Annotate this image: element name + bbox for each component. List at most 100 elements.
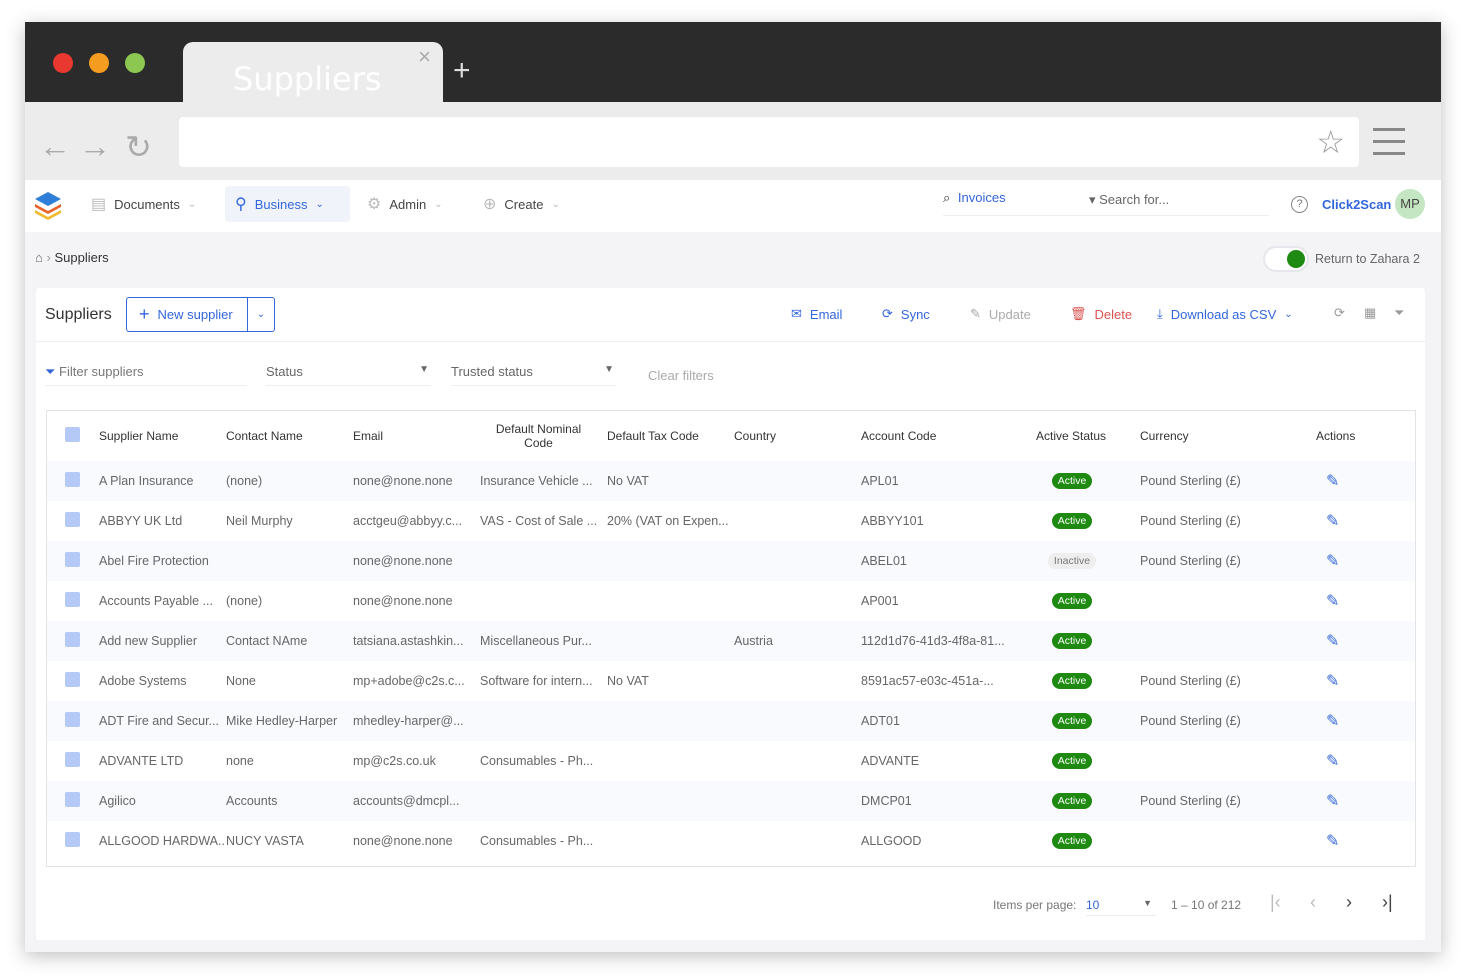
email-button[interactable]: ✉ Email (791, 306, 842, 322)
menu-icon[interactable] (1373, 128, 1405, 164)
row-checkbox[interactable] (65, 712, 80, 727)
edit-icon[interactable]: ✎ (1326, 673, 1340, 690)
row-checkbox[interactable] (65, 752, 80, 767)
plus-circle-icon: ⊕ (483, 196, 497, 213)
delete-button[interactable]: 🗑 Delete (1070, 306, 1132, 322)
edit-icon[interactable]: ✎ (1326, 833, 1340, 850)
chevron-down-icon[interactable]: ⌄ (256, 309, 266, 320)
nav-business[interactable]: ⚲ Business ⌄ (225, 186, 350, 222)
table-row[interactable]: Adobe Systems None mp+adobe@c2s.c... Softwa… (47, 661, 1415, 701)
help-icon[interactable]: ? (1291, 196, 1308, 213)
search-scope[interactable]: Invoices (957, 190, 1006, 205)
nav-admin[interactable]: ⚙ Admin ⌄ (357, 186, 453, 222)
forward-icon[interactable]: → (79, 128, 111, 164)
row-checkbox[interactable] (65, 592, 80, 607)
contact-name-cell: (none) (226, 594, 263, 608)
avatar[interactable]: MP (1395, 189, 1425, 219)
table-row[interactable]: ADVANTE LTD none mp@c2s.co.uk Consumables -… (47, 741, 1415, 781)
contact-name-cell: Accounts (226, 794, 278, 808)
columns-grid-icon[interactable]: ▦ (1364, 305, 1377, 320)
column-header[interactable]: Currency (1140, 429, 1189, 443)
table-row[interactable]: ALLGOOD HARDWA... NUCY VASTA none@none.non… (47, 821, 1415, 861)
edit-icon[interactable]: ✎ (1326, 553, 1340, 570)
url-bar[interactable]: ☆ (179, 117, 1359, 167)
row-checkbox[interactable] (65, 552, 80, 567)
org-name[interactable]: Click2Scan (1322, 197, 1392, 212)
column-header[interactable]: Supplier Name (99, 429, 179, 443)
logo-icon[interactable] (34, 190, 62, 220)
table-row[interactable]: Agilico Accounts accounts@dmcpl... DMCP01 Ac… (47, 781, 1415, 821)
status-badge: Active (1051, 593, 1093, 609)
back-icon[interactable]: ← (39, 128, 71, 164)
next-page-icon[interactable]: › (1346, 892, 1352, 912)
browser-tab[interactable]: Suppliers × (183, 42, 443, 102)
new-supplier-button[interactable]: + New supplier (127, 298, 248, 331)
contact-name-cell: (none) (226, 474, 263, 488)
download-icon: ⤓ (1157, 306, 1163, 321)
status-select[interactable]: Status ▼ (266, 364, 431, 386)
edit-icon[interactable]: ✎ (1326, 633, 1340, 650)
global-search[interactable]: ⌕ Invoices ▾ Search for... (943, 190, 1269, 216)
currency-cell (1113, 741, 1311, 781)
zahara-toggle[interactable] (1263, 246, 1309, 272)
row-checkbox[interactable] (65, 472, 80, 487)
filter-suppliers-input[interactable]: ⏷ Filter suppliers (45, 364, 247, 386)
column-header[interactable]: Actions (1316, 429, 1356, 443)
account-code-cell: ADVANTE (861, 754, 920, 768)
update-button[interactable]: ✎ Update (970, 306, 1031, 322)
table-row[interactable]: ABBYY UK Ltd Neil Murphy acctgeu@abbyy.c..… (47, 501, 1415, 541)
first-page-icon[interactable]: |‹ (1270, 892, 1281, 912)
download-csv-button[interactable]: ⤓ Download as CSV ⌄ (1157, 306, 1293, 322)
status-badge: Active (1051, 793, 1093, 809)
trusted-status-select[interactable]: Trusted status ▼ (451, 364, 616, 386)
nav-create[interactable]: ⊕ Create ⌄ (473, 186, 570, 222)
prev-page-icon[interactable]: ‹ (1310, 892, 1316, 912)
contact-name-cell: none (226, 754, 254, 768)
edit-icon[interactable]: ✎ (1326, 513, 1340, 530)
tab-title: Suppliers (233, 60, 382, 98)
tab-close-icon[interactable]: × (418, 44, 431, 69)
column-header[interactable]: Default Nominal Code (495, 422, 582, 450)
column-header[interactable]: Contact Name (226, 429, 303, 443)
sync-button[interactable]: ⟳ Sync (882, 306, 930, 322)
contact-name-cell: NUCY VASTA (226, 834, 304, 848)
edit-icon[interactable]: ✎ (1326, 753, 1340, 770)
row-checkbox[interactable] (65, 832, 80, 847)
table-row[interactable]: Abel Fire Protection none@none.none ABEL01… (47, 541, 1415, 581)
column-header[interactable]: Default Tax Code (607, 429, 699, 443)
edit-icon[interactable]: ✎ (1326, 713, 1340, 730)
table-row[interactable]: A Plan Insurance (none) none@none.none Insu… (47, 461, 1415, 501)
column-header[interactable]: Email (353, 429, 384, 443)
select-all-checkbox[interactable] (65, 427, 80, 442)
table-row[interactable]: ADT Fire and Secur... Mike Hedley-Harper m… (47, 701, 1415, 741)
last-page-icon[interactable]: ›| (1382, 892, 1393, 912)
row-checkbox[interactable] (65, 512, 80, 527)
table-row[interactable]: Accounts Payable ... (none) none@none.none… (47, 581, 1415, 621)
refresh-icon[interactable]: ⟳ (1334, 305, 1345, 320)
reload-icon[interactable]: ↻ (125, 129, 152, 165)
column-header[interactable]: Country (734, 429, 777, 443)
home-icon[interactable]: ⌂ (35, 250, 43, 265)
close-window-button[interactable] (53, 53, 73, 73)
column-header[interactable]: Account Code (861, 429, 937, 443)
filter-icon[interactable]: ⏷ (1394, 305, 1405, 320)
country-cell (734, 781, 861, 821)
nav-documents[interactable]: ▤ Documents ⌄ (81, 186, 206, 222)
panel-title: Suppliers (45, 306, 112, 323)
row-checkbox[interactable] (65, 632, 80, 647)
edit-icon[interactable]: ✎ (1326, 793, 1340, 810)
maximize-window-button[interactable] (125, 53, 145, 73)
edit-icon[interactable]: ✎ (1326, 593, 1340, 610)
bookmark-star-icon[interactable]: ☆ (1316, 124, 1345, 160)
table-row[interactable]: Add new Supplier Contact NAme tatsiana.ast… (47, 621, 1415, 661)
row-checkbox[interactable] (65, 672, 80, 687)
column-header[interactable]: Active Status (1036, 429, 1107, 443)
clear-filters-button[interactable]: Clear filters (648, 368, 714, 383)
new-tab-icon[interactable]: + (453, 54, 471, 87)
minimize-window-button[interactable] (89, 53, 109, 73)
search-input[interactable]: ▾ Search for... (1089, 192, 1170, 207)
edit-icon[interactable]: ✎ (1326, 473, 1340, 490)
row-checkbox[interactable] (65, 792, 80, 807)
items-per-page-select[interactable]: 10 ▼ (1086, 894, 1156, 916)
currency-cell: Pound Sterling (£) (1140, 794, 1241, 808)
